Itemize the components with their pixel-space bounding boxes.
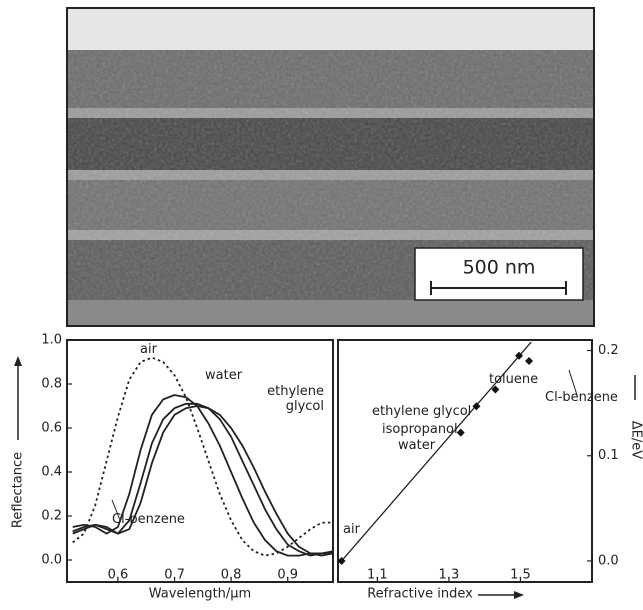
x-tick-label: 1.3 <box>439 568 460 583</box>
y-tick-label: 0.4 <box>41 465 62 480</box>
y-tick-label: 1.0 <box>41 333 62 348</box>
annotation: Cl-benzene <box>545 390 618 405</box>
x-axis-title: Wavelength/µm <box>149 587 251 602</box>
annotation: air <box>343 522 360 537</box>
x-tick-label: 0.9 <box>277 568 298 583</box>
x-arrow-head <box>514 591 524 599</box>
left-frame <box>67 340 333 582</box>
point <box>525 357 533 365</box>
y-tick-label: 0.0 <box>598 553 619 568</box>
y-tick-label: 0.8 <box>41 377 62 392</box>
x-axis-title: Refractive index <box>367 587 473 602</box>
scale-bar-label: 500 nm <box>463 257 536 279</box>
y-tick-label: 0.6 <box>41 421 62 436</box>
annotation: water <box>398 438 435 453</box>
x-tick-label: 0.7 <box>164 568 185 583</box>
x-tick-label: 1.5 <box>510 568 531 583</box>
sem-image: 500 nm <box>67 8 594 326</box>
annotation: ethylene glycol <box>262 384 324 414</box>
y-tick-label: 0.2 <box>598 343 619 358</box>
annotation: ethylene glycol <box>372 404 471 419</box>
annotation: air <box>140 342 157 357</box>
series-line <box>73 406 333 556</box>
x-tick-label: 0.8 <box>221 568 242 583</box>
y-tick-label: 0.2 <box>41 509 62 524</box>
x-tick-label: 0.6 <box>108 568 129 583</box>
point <box>457 429 465 437</box>
y-axis-title: Reflectance <box>11 452 26 528</box>
right-frame <box>338 340 592 582</box>
y-tick-label: 0.1 <box>598 448 619 463</box>
annotation: toluene <box>489 372 538 387</box>
annotation: isopropanol <box>382 422 458 437</box>
annotation: water <box>205 368 242 383</box>
y-arrow-head <box>14 356 22 366</box>
annotation: Cl-benzene <box>112 512 185 527</box>
y-axis-title: ΔE/eV <box>629 421 643 459</box>
x-tick-label: 1.1 <box>367 568 388 583</box>
series-line <box>73 404 333 556</box>
y-tick-label: 0.0 <box>41 553 62 568</box>
